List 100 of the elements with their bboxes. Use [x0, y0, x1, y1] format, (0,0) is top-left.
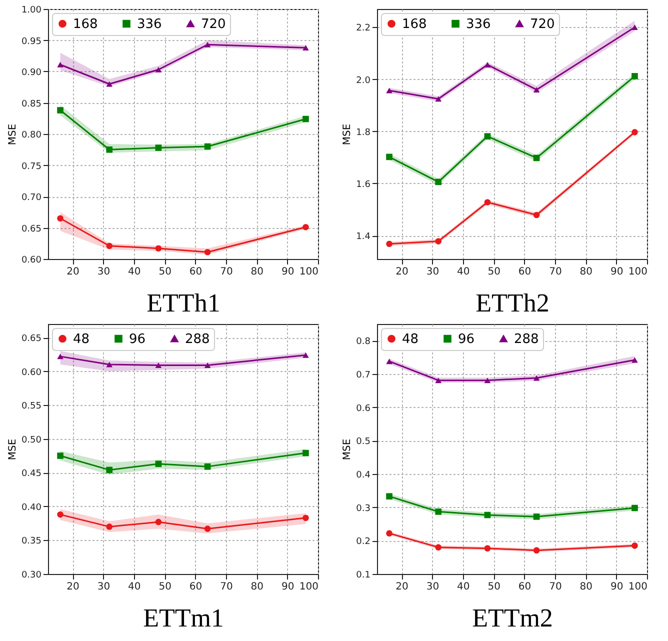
point [57, 354, 64, 360]
point [204, 42, 211, 48]
point [386, 358, 392, 364]
y-tick-label: 0.2 [356, 537, 370, 548]
x-tick-label: 40 [128, 582, 141, 592]
y-tick-label: 0.30 [21, 570, 42, 580]
point [386, 530, 392, 536]
point [484, 133, 491, 140]
x-tick-label: 80 [250, 582, 264, 592]
legend-label: 336 [466, 16, 491, 32]
x-tick-label: 50 [488, 266, 500, 278]
legend-label: 96 [458, 332, 475, 347]
x-tick-label: 70 [549, 266, 562, 278]
point [155, 245, 162, 252]
point [155, 144, 162, 151]
y-tick-label: 0.60 [21, 368, 42, 378]
point [302, 45, 309, 50]
legend-label: 288 [514, 332, 539, 347]
point [204, 143, 211, 150]
x-tick-label: 100 [299, 582, 318, 592]
point [106, 524, 113, 530]
x-tick-label: 30 [97, 582, 110, 592]
legend-label: 48 [402, 332, 419, 347]
x-axis-title: ETTh2 [476, 288, 550, 318]
point [386, 154, 392, 160]
point [484, 512, 491, 518]
y-tick-label: 0.6 [356, 404, 371, 414]
x-tick-label: 80 [580, 266, 593, 278]
point [155, 460, 162, 468]
point [57, 107, 64, 114]
point [484, 545, 491, 552]
point [302, 224, 309, 230]
point [533, 547, 540, 554]
x-tick-label: 70 [220, 266, 233, 278]
y-tick-label: 0.7 [356, 370, 370, 380]
point [484, 378, 491, 384]
y-tick-label: 1.6 [356, 180, 371, 190]
y-tick-label: 2.2 [356, 24, 370, 34]
x-axis-title: ETTh1 [146, 288, 220, 318]
y-tick-label: 2.0 [356, 76, 371, 86]
x-tick-label: 50 [158, 582, 172, 592]
legend-label: 96 [129, 332, 146, 347]
y-tick-label: 0.55 [21, 402, 42, 412]
x-tick-label: 20 [66, 582, 80, 592]
y-tick-label: 0.5 [356, 437, 370, 448]
y-tick-label: 0.3 [356, 504, 370, 514]
x-tick-label: 50 [158, 266, 172, 278]
y-tick-label: 0.70 [21, 193, 42, 203]
x-tick-label: 70 [220, 582, 233, 592]
point [302, 450, 309, 456]
y-tick-label: 0.8 [356, 337, 371, 348]
y-tick-label: 0.85 [21, 99, 42, 110]
x-axis-title: ETTm2 [472, 604, 553, 632]
point [155, 362, 162, 368]
x-tick-label: 90 [610, 266, 624, 278]
point [386, 493, 392, 500]
y-axis-title: MSE [7, 438, 18, 460]
x-tick-label: 30 [426, 582, 440, 592]
point [57, 452, 64, 459]
y-tick-label: 0.75 [21, 162, 42, 172]
x-tick-label: 100 [299, 266, 318, 278]
point [632, 357, 638, 363]
y-tick-label: 0.80 [21, 130, 42, 140]
x-tick-label: 40 [457, 582, 470, 592]
point [435, 544, 442, 550]
point [632, 504, 638, 512]
x-tick-label: 90 [281, 582, 294, 592]
point [632, 24, 638, 30]
point [302, 514, 309, 522]
x-tick-label: 60 [189, 582, 202, 592]
point [435, 508, 442, 515]
x-tick-label: 20 [396, 266, 408, 278]
legend-label: 336 [137, 16, 162, 32]
point [632, 73, 638, 80]
point [533, 212, 540, 218]
point [484, 199, 491, 206]
x-tick-label: 50 [488, 582, 500, 592]
point [106, 81, 113, 87]
y-tick-label: 0.90 [21, 68, 42, 78]
y-axis-title: MSE [342, 124, 354, 146]
x-tick-label: 100 [628, 266, 648, 278]
x-tick-label: 40 [128, 266, 141, 278]
y-tick-label: 1.00 [21, 6, 42, 16]
point [57, 62, 64, 68]
y-axis-title: MSE [342, 438, 354, 460]
y-tick-label: 0.95 [21, 36, 42, 47]
x-tick-label: 90 [281, 266, 294, 278]
x-tick-label: 60 [189, 266, 202, 278]
legend-label: 288 [185, 332, 210, 347]
y-tick-label: 1.4 [356, 232, 371, 242]
point [484, 62, 491, 68]
x-tick-label: 20 [66, 266, 80, 278]
legend-label: 720 [201, 16, 226, 32]
point [302, 116, 309, 122]
point [155, 66, 162, 72]
x-tick-label: 100 [628, 582, 648, 592]
x-tick-label: 70 [549, 582, 562, 592]
point [106, 466, 113, 474]
point [632, 129, 638, 136]
point [106, 362, 113, 368]
